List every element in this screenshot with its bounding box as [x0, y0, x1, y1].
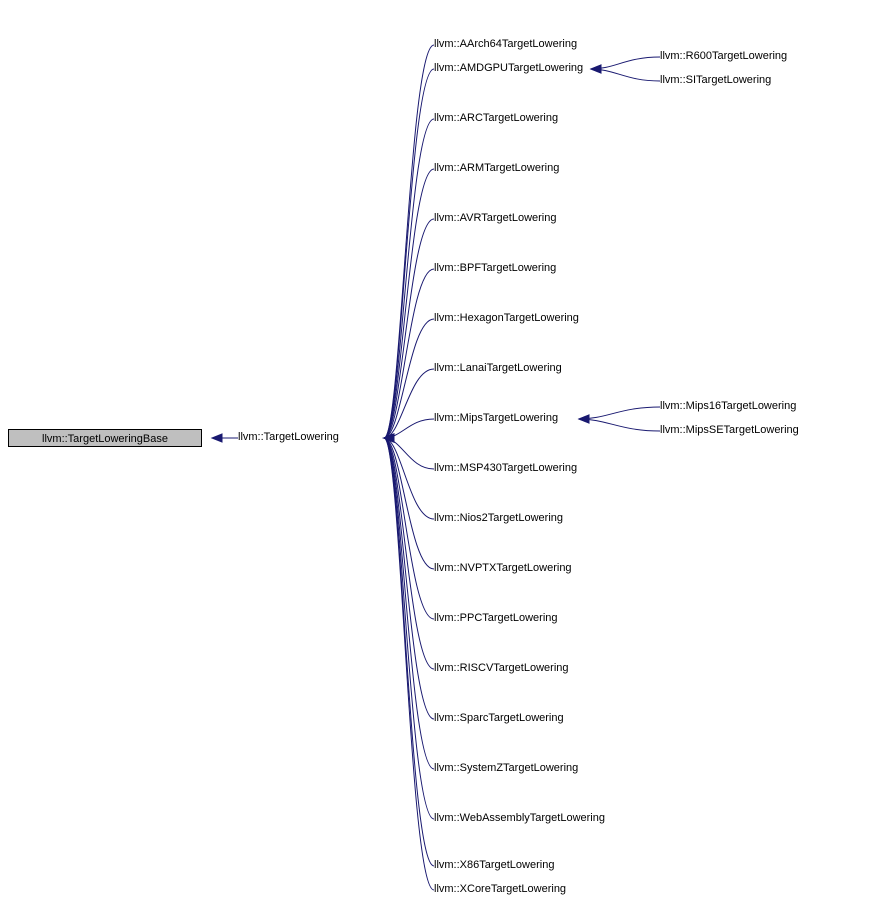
node-arm[interactable]: llvm::ARMTargetLowering	[434, 162, 559, 174]
node-xcore[interactable]: llvm::XCoreTargetLowering	[434, 883, 566, 895]
node-root[interactable]: llvm::TargetLoweringBase	[8, 429, 202, 447]
node-ppc[interactable]: llvm::PPCTargetLowering	[434, 612, 558, 624]
node-systemz[interactable]: llvm::SystemZTargetLowering	[434, 762, 578, 774]
node-x86[interactable]: llvm::X86TargetLowering	[434, 859, 554, 871]
node-hexagon[interactable]: llvm::HexagonTargetLowering	[434, 312, 579, 324]
inheritance-diagram: llvm::TargetLoweringBase llvm::TargetLowe…	[0, 0, 888, 899]
node-nios2[interactable]: llvm::Nios2TargetLowering	[434, 512, 563, 524]
node-mips16[interactable]: llvm::Mips16TargetLowering	[660, 400, 796, 412]
node-msp430[interactable]: llvm::MSP430TargetLowering	[434, 462, 577, 474]
node-amdgpu[interactable]: llvm::AMDGPUTargetLowering	[434, 62, 583, 74]
node-wasm[interactable]: llvm::WebAssemblyTargetLowering	[434, 812, 605, 824]
node-sparc[interactable]: llvm::SparcTargetLowering	[434, 712, 564, 724]
node-bpf[interactable]: llvm::BPFTargetLowering	[434, 262, 556, 274]
node-avr[interactable]: llvm::AVRTargetLowering	[434, 212, 556, 224]
node-nvptx[interactable]: llvm::NVPTXTargetLowering	[434, 562, 572, 574]
node-mipsse[interactable]: llvm::MipsSETargetLowering	[660, 424, 799, 436]
node-si[interactable]: llvm::SITargetLowering	[660, 74, 771, 86]
node-aarch64[interactable]: llvm::AArch64TargetLowering	[434, 38, 577, 50]
node-riscv[interactable]: llvm::RISCVTargetLowering	[434, 662, 569, 674]
node-arc[interactable]: llvm::ARCTargetLowering	[434, 112, 558, 124]
node-mips[interactable]: llvm::MipsTargetLowering	[434, 412, 558, 424]
node-r600[interactable]: llvm::R600TargetLowering	[660, 50, 787, 62]
node-lanai[interactable]: llvm::LanaiTargetLowering	[434, 362, 562, 374]
node-targetlowering[interactable]: llvm::TargetLowering	[238, 431, 339, 443]
